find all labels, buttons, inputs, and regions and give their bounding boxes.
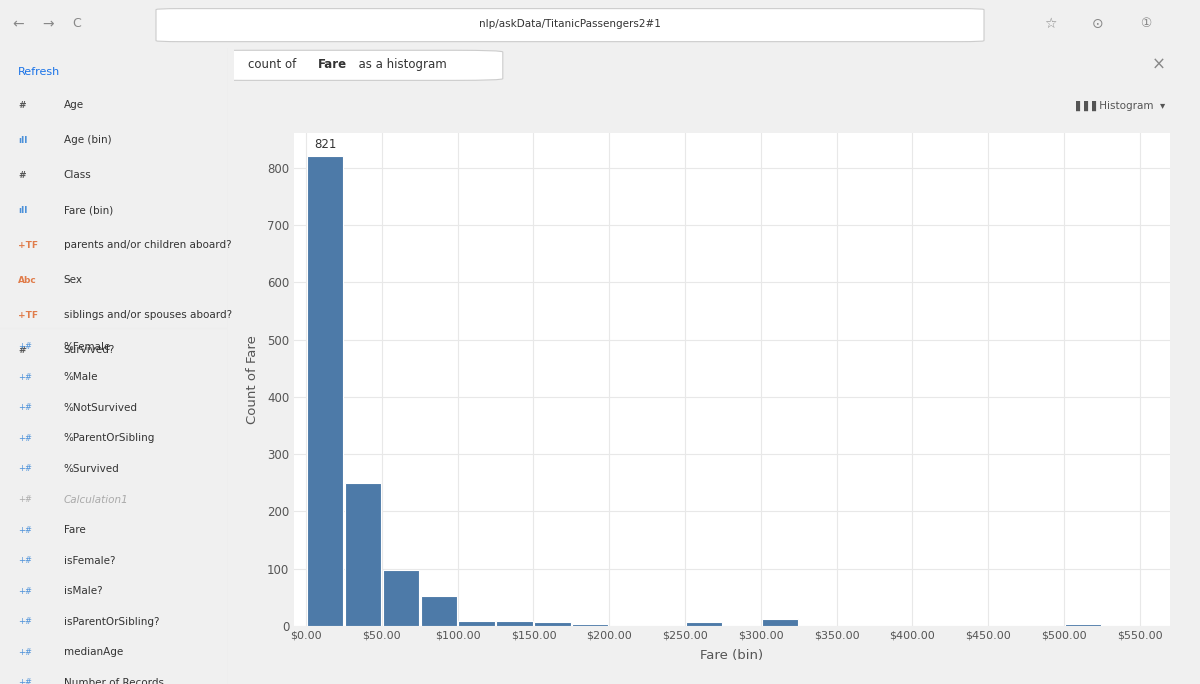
Text: ⊙: ⊙ xyxy=(1092,17,1104,31)
Text: count of: count of xyxy=(248,58,300,72)
Bar xyxy=(458,621,494,626)
Y-axis label: Count of Fare: Count of Fare xyxy=(246,335,258,424)
Bar xyxy=(307,156,343,626)
Text: Fare (bin): Fare (bin) xyxy=(64,205,113,215)
Text: +#: +# xyxy=(18,617,32,626)
Text: +#: +# xyxy=(18,404,32,412)
Text: ←: ← xyxy=(12,17,24,31)
Text: +TF: +TF xyxy=(18,241,38,250)
Bar xyxy=(420,596,457,626)
Bar xyxy=(534,622,570,626)
Text: +#: +# xyxy=(18,648,32,657)
Text: Sex: Sex xyxy=(64,275,83,285)
Text: %Female: %Female xyxy=(64,342,112,352)
Text: Fare: Fare xyxy=(318,58,347,72)
Bar xyxy=(762,619,798,626)
Text: isMale?: isMale? xyxy=(64,586,102,596)
Text: +#: +# xyxy=(18,495,32,504)
Text: Abc: Abc xyxy=(18,276,37,285)
Text: ıll: ıll xyxy=(18,135,28,144)
Text: ☆: ☆ xyxy=(1044,17,1056,31)
Bar xyxy=(685,622,722,626)
Text: #: # xyxy=(18,345,25,354)
FancyBboxPatch shape xyxy=(156,9,984,42)
Text: ×: × xyxy=(1151,56,1165,74)
Text: +#: +# xyxy=(18,679,32,684)
Bar xyxy=(1064,624,1102,626)
Text: Fare: Fare xyxy=(64,525,85,535)
Text: +#: +# xyxy=(18,556,32,565)
Text: siblings and/or spouses aboard?: siblings and/or spouses aboard? xyxy=(64,310,232,320)
Text: nlp/askData/TitanicPassengers2#1: nlp/askData/TitanicPassengers2#1 xyxy=(479,19,661,29)
Text: #: # xyxy=(18,101,25,109)
Text: +#: +# xyxy=(18,373,32,382)
Bar xyxy=(497,621,533,626)
Text: C: C xyxy=(72,17,80,31)
Text: +#: +# xyxy=(18,343,32,352)
Bar xyxy=(344,483,382,626)
Text: ▐▐▐ Histogram  ▾: ▐▐▐ Histogram ▾ xyxy=(1072,101,1165,111)
Text: Number of Records: Number of Records xyxy=(64,678,164,684)
Text: Calculation1: Calculation1 xyxy=(64,495,128,505)
Text: Age (bin): Age (bin) xyxy=(64,135,112,145)
Text: ①: ① xyxy=(1140,17,1151,31)
Text: %Male: %Male xyxy=(64,372,98,382)
Text: Age: Age xyxy=(64,100,84,110)
Text: Class: Class xyxy=(64,170,91,180)
Text: →: → xyxy=(42,17,54,31)
Text: +#: +# xyxy=(18,464,32,473)
FancyBboxPatch shape xyxy=(196,51,503,81)
Text: 821: 821 xyxy=(314,138,336,151)
Text: isParentOrSibling?: isParentOrSibling? xyxy=(64,617,160,627)
Text: +#: +# xyxy=(18,587,32,596)
X-axis label: Fare (bin): Fare (bin) xyxy=(701,649,763,662)
Text: ıll: ıll xyxy=(18,206,28,215)
Text: +#: +# xyxy=(18,525,32,535)
Text: parents and/or children aboard?: parents and/or children aboard? xyxy=(64,240,232,250)
Text: isFemale?: isFemale? xyxy=(64,555,115,566)
Text: Refresh: Refresh xyxy=(18,67,60,77)
Text: +#: +# xyxy=(18,434,32,443)
Text: #: # xyxy=(18,170,25,180)
Text: medianAge: medianAge xyxy=(64,647,124,657)
Text: +TF: +TF xyxy=(18,311,38,319)
Text: %ParentOrSibling: %ParentOrSibling xyxy=(64,434,155,443)
Text: as a histogram: as a histogram xyxy=(352,58,446,72)
Text: %Survived: %Survived xyxy=(64,464,120,474)
Bar xyxy=(572,624,608,626)
Text: Survived?: Survived? xyxy=(64,345,115,355)
Bar xyxy=(383,570,419,626)
Text: %NotSurvived: %NotSurvived xyxy=(64,403,138,413)
